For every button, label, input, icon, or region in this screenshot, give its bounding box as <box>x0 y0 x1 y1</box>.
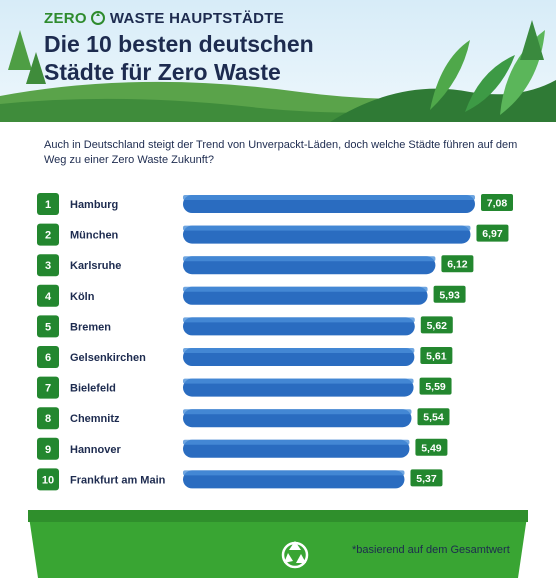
value-badge <box>420 347 453 364</box>
value-badge <box>410 469 443 487</box>
bar-highlight <box>183 195 475 200</box>
rank-number: 8 <box>45 413 51 425</box>
value-label: 7,08 <box>487 198 508 210</box>
kicker-zero: ZERO <box>44 10 87 27</box>
value-label: 6,12 <box>447 259 468 271</box>
value-label: 5,49 <box>421 442 442 454</box>
rank-number: 1 <box>45 199 51 211</box>
value-badge <box>481 194 513 211</box>
rank-number: 6 <box>45 352 51 364</box>
rank-badge <box>37 193 59 215</box>
city-label: Gelsenkirchen <box>70 352 146 364</box>
rank-badge <box>37 315 59 338</box>
value-label: 6,97 <box>482 228 503 240</box>
city-label: Hamburg <box>70 199 118 211</box>
rank-number: 4 <box>45 291 52 303</box>
value-badge <box>415 438 448 456</box>
rank-number: 3 <box>45 260 51 272</box>
rank-badge <box>37 254 59 277</box>
footnote: *basierend auf dem Gesamtwert <box>352 544 510 556</box>
rank-badge <box>37 407 59 430</box>
value-badge <box>441 255 474 273</box>
city-label: Chemnitz <box>70 413 120 425</box>
page-title: Die 10 besten deutschen Städte für Zero … <box>44 31 314 85</box>
city-label: Frankfurt am Main <box>70 474 166 486</box>
value-label: 5,54 <box>423 412 444 424</box>
city-label: München <box>70 230 119 242</box>
bar-highlight <box>183 286 428 292</box>
bar-highlight <box>183 256 436 262</box>
rank-number: 7 <box>45 383 51 395</box>
rank-badge <box>37 284 59 307</box>
rank-number: 2 <box>45 230 51 242</box>
bin-recycle-icon <box>281 541 309 569</box>
value-label: 5,37 <box>416 473 437 485</box>
city-label: Hannover <box>70 444 121 456</box>
bar-highlight <box>183 439 410 445</box>
recycling-bin <box>28 510 528 578</box>
rank-number: 5 <box>45 321 51 333</box>
rank-badge <box>37 376 59 399</box>
value-label: 5,93 <box>439 289 460 301</box>
rank-badge <box>37 468 59 491</box>
header-kicker: ZERO WASTE HAUPTSTÄDTE <box>44 10 284 27</box>
rank-number: 9 <box>45 444 51 456</box>
rank-number: 10 <box>42 474 54 486</box>
bar-highlight <box>183 470 405 476</box>
value-label: 5,59 <box>425 381 446 393</box>
rank-badge <box>37 223 59 246</box>
value-label: 5,61 <box>426 351 447 363</box>
bar-highlight <box>183 225 471 231</box>
city-label: Karlsruhe <box>70 260 121 272</box>
value-badge <box>419 377 452 395</box>
bar-highlight <box>183 409 412 415</box>
rank-badge <box>37 437 59 460</box>
bar-highlight <box>183 348 415 353</box>
city-label: Bielefeld <box>70 383 116 395</box>
bar-highlight <box>183 317 415 323</box>
bar-highlight <box>183 378 414 384</box>
city-label: Köln <box>70 291 95 303</box>
intro-text: Auch in Deutschland steigt der Trend von… <box>44 139 518 166</box>
recycle-icon <box>91 11 106 25</box>
rank-badge <box>37 346 59 368</box>
value-label: 5,62 <box>427 320 448 332</box>
value-badge <box>433 285 466 303</box>
value-badge <box>417 408 450 426</box>
value-badge <box>420 316 453 334</box>
kicker-rest: WASTE HAUPTSTÄDTE <box>109 10 285 27</box>
city-label: Bremen <box>70 321 111 333</box>
value-badge <box>476 224 509 242</box>
